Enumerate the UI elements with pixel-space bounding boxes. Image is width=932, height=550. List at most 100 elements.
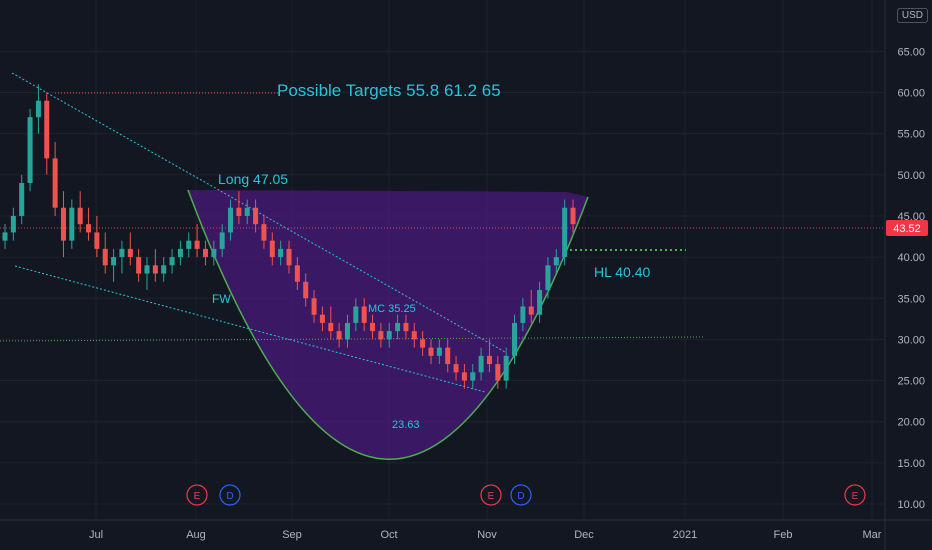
price-tick-label: 10.00 (897, 499, 925, 511)
candle-body (94, 232, 100, 249)
price-axis[interactable]: 10.00 15.00 20.00 25.00 30.00 35.00 40.00 45.00… (897, 46, 925, 511)
candle-body (294, 265, 300, 282)
dividend-marker[interactable]: D (219, 484, 241, 506)
candle-body (211, 248, 217, 258)
candle-body (353, 306, 359, 323)
event-marker-label: E (852, 491, 859, 502)
time-tick-label: Oct (380, 529, 397, 541)
mc-level-line (0, 336, 704, 342)
svg-text:43.52: 43.52 (893, 223, 921, 235)
candle-body (319, 314, 325, 323)
candle-body (378, 331, 384, 340)
event-marker-label: E (194, 491, 201, 502)
candle-body (303, 281, 309, 299)
price-tick-label: 50.00 (897, 170, 925, 182)
candle-body (278, 248, 284, 258)
candle-body (528, 306, 534, 315)
candle-body (261, 224, 267, 241)
candle-body (478, 355, 484, 373)
candle-body (562, 207, 568, 258)
candle-body (2, 232, 8, 241)
targets-annotation: Possible Targets 55.8 61.2 65 (277, 81, 501, 100)
candle-body (177, 248, 183, 258)
candle-body (344, 322, 350, 340)
cup-curve (187, 189, 589, 460)
candle-body (428, 347, 434, 356)
time-tick-label: Dec (574, 529, 594, 541)
candle-body (19, 183, 25, 216)
candle-body (194, 240, 200, 249)
candle-body (169, 257, 175, 266)
candle-body (453, 364, 459, 373)
candle-body (570, 207, 576, 225)
candle-body (253, 207, 259, 225)
candle-body (537, 290, 543, 315)
fw-annotation: FW (212, 292, 231, 306)
candle-body (236, 207, 242, 216)
last-price-label: 43.52 (886, 220, 928, 236)
earnings-marker[interactable]: E (186, 484, 208, 506)
candle-body (495, 364, 501, 381)
candle-body (553, 257, 559, 266)
candle-body (336, 331, 342, 340)
candle-body (86, 224, 92, 233)
bottom-annotation: 23.63 (392, 419, 420, 431)
time-tick-label: Sep (282, 529, 302, 541)
candle-body (545, 265, 551, 291)
candle-body (486, 355, 492, 365)
candle-body (269, 240, 275, 258)
time-tick-label: Mar (863, 529, 882, 541)
lower-trendline (14, 265, 486, 393)
candle-body (244, 207, 250, 216)
dividend-marker[interactable]: D (510, 484, 532, 506)
long-annotation: Long 47.05 (218, 171, 288, 187)
upper-trendline (11, 72, 506, 353)
candle-body (10, 215, 16, 233)
candle-body (436, 347, 442, 356)
price-tick-label: 55.00 (897, 129, 925, 141)
candle-body (403, 322, 409, 332)
candle-body (136, 257, 142, 274)
event-marker-label: D (226, 491, 233, 502)
earnings-marker[interactable]: E (844, 484, 866, 506)
time-tick-label: Feb (774, 529, 793, 541)
candle-body (111, 257, 117, 266)
candle-body (152, 265, 158, 274)
candle-body (228, 207, 234, 233)
price-tick-label: 45.00 (897, 211, 925, 223)
candle-body (461, 372, 467, 381)
event-marker-label: E (488, 491, 495, 502)
candle-body (512, 322, 518, 356)
event-marker-label: D (517, 491, 524, 502)
hl-annotation: HL 40.40 (594, 264, 651, 280)
candle-body (77, 207, 83, 225)
candle-body (52, 158, 58, 208)
candle-body (470, 372, 476, 381)
candle-body (411, 331, 417, 340)
candle-body (395, 322, 401, 332)
candle-body (445, 347, 451, 365)
candle-body (60, 207, 66, 241)
earnings-marker[interactable]: E (480, 484, 502, 506)
price-tick-label: 25.00 (897, 376, 925, 388)
time-axis[interactable]: Jul Aug Sep Oct Nov Dec 2021 Feb Mar (89, 529, 882, 541)
price-tick-label: 15.00 (897, 458, 925, 470)
time-tick-label: 2021 (673, 529, 697, 541)
candle-body (361, 306, 367, 323)
candle-body (286, 248, 292, 266)
currency-badge[interactable]: USD (896, 8, 928, 23)
candle-body (102, 248, 108, 266)
candle-body (503, 355, 509, 381)
candle-body (44, 100, 50, 159)
cup-pattern (188, 190, 588, 460)
candle-body (219, 232, 225, 249)
price-tick-label: 35.00 (897, 293, 925, 305)
candle-body (370, 322, 376, 332)
candle-body (27, 117, 33, 184)
candle-body (420, 339, 426, 348)
price-tick-label: 40.00 (897, 252, 925, 264)
candle-body (202, 248, 208, 258)
price-tick-label: 20.00 (897, 417, 925, 429)
